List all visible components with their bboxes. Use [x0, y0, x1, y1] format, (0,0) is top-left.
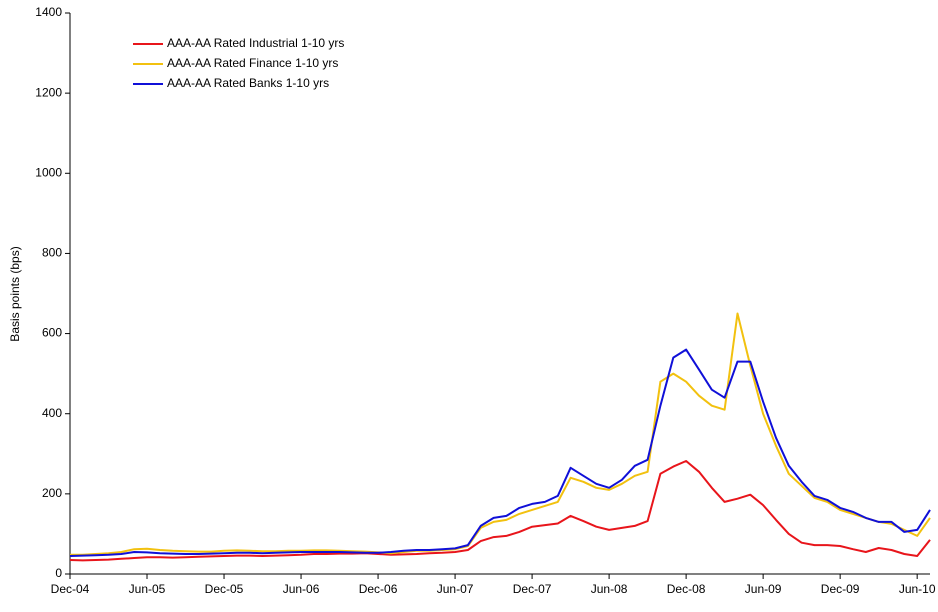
x-tick-label: Dec-07	[513, 582, 552, 596]
legend-label: AAA-AA Rated Finance 1-10 yrs	[167, 56, 338, 70]
x-tick-label: Jun-07	[437, 582, 474, 596]
x-tick-label: Jun-08	[591, 582, 628, 596]
y-tick-label: 800	[42, 246, 62, 260]
legend-label: AAA-AA Rated Banks 1-10 yrs	[167, 76, 329, 90]
x-tick-label: Dec-08	[667, 582, 706, 596]
y-tick-label: 400	[42, 406, 62, 420]
y-tick-label: 0	[55, 566, 62, 580]
x-tick-label: Jun-06	[283, 582, 320, 596]
y-tick-label: 1400	[35, 5, 62, 19]
series-line	[69, 348, 931, 557]
x-tick-label: Dec-06	[359, 582, 398, 596]
series-line	[69, 460, 931, 562]
x-tick-label: Jun-10	[899, 582, 936, 596]
x-tick-label: Dec-04	[51, 582, 90, 596]
x-tick-label: Jun-05	[129, 582, 166, 596]
y-tick-label: 1000	[35, 165, 62, 179]
x-tick-label: Jun-09	[745, 582, 782, 596]
x-tick-label: Dec-05	[205, 582, 244, 596]
y-tick-label: 200	[42, 486, 62, 500]
legend-label: AAA-AA Rated Industrial 1-10 yrs	[167, 36, 344, 50]
x-tick-label: Dec-09	[821, 582, 860, 596]
y-axis-label: Basis points (bps)	[8, 246, 22, 341]
y-tick-label: 1200	[35, 85, 62, 99]
y-tick-label: 600	[42, 326, 62, 340]
series-line	[70, 312, 931, 556]
